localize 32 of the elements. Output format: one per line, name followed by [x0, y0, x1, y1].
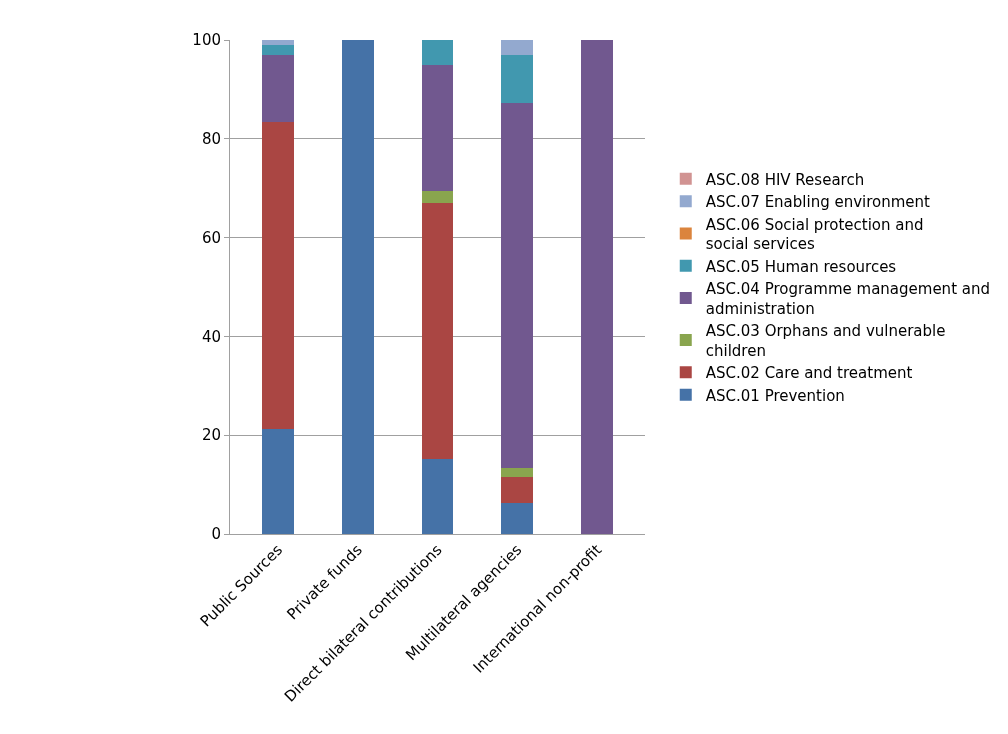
- bar: [421, 203, 454, 459]
- legend-label: ASC.01 Prevention: [705, 386, 845, 405]
- y-tick-label: 0: [211, 525, 221, 544]
- y-tick-label: 40: [201, 327, 221, 346]
- bar: [261, 45, 294, 56]
- y-tick-label: 80: [201, 130, 221, 149]
- legend-label: ASC.07 Enabling environment: [705, 193, 931, 212]
- y-tick-label: 100: [192, 31, 221, 50]
- bar: [501, 55, 534, 104]
- bar: [261, 121, 294, 430]
- legend-label: ASC.06 Social protection and social services: [705, 215, 924, 254]
- legend-label: ASC.08 HIV Research: [705, 170, 865, 189]
- bar: [501, 477, 534, 503]
- legend-label: ASC.05 Human resources: [705, 257, 897, 276]
- bar: [421, 190, 454, 204]
- legend-label: ASC.02 Care and treatment: [705, 364, 913, 383]
- y-tick-label: 60: [201, 228, 221, 247]
- bar: [501, 103, 534, 469]
- bar: [341, 40, 374, 534]
- bar: [501, 502, 534, 534]
- bar: [421, 40, 454, 66]
- bar: [261, 40, 294, 46]
- bar: [421, 458, 454, 534]
- bar: [581, 40, 614, 534]
- bar: [501, 40, 534, 56]
- legend-label: ASC.03 Orphans and vulnerable children: [705, 322, 946, 360]
- bar: [421, 65, 454, 191]
- bar: [501, 468, 534, 478]
- legend-label: ASC.04 Programme management and administration: [705, 280, 990, 318]
- bar: [261, 55, 294, 122]
- bar: [261, 429, 294, 534]
- y-tick-label: 20: [201, 426, 221, 445]
